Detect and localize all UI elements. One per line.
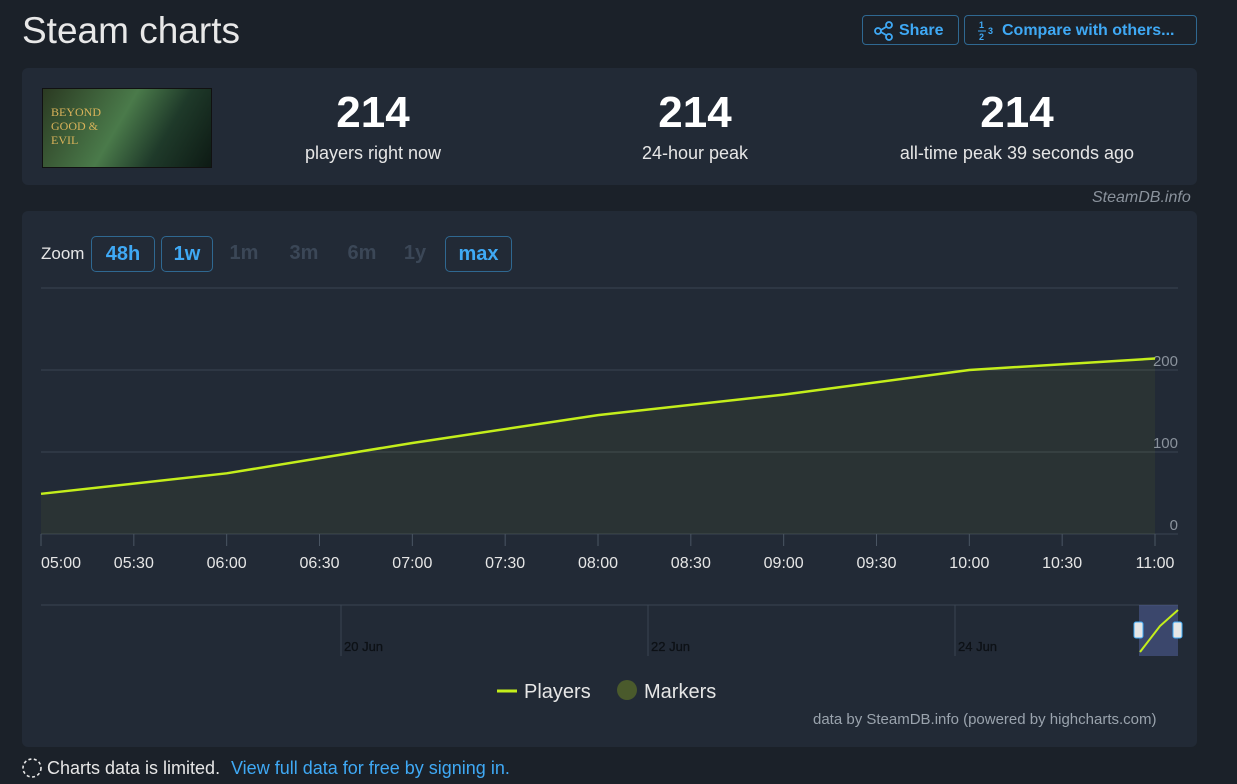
navigator-series (1139, 609, 1179, 653)
stat-value: 214 (336, 88, 410, 137)
x-tick-label: 10:30 (1042, 555, 1082, 572)
x-tick-label: 08:30 (671, 555, 711, 572)
stat-label: 24-hour peak (641, 143, 749, 163)
x-tick-label: 07:00 (392, 555, 432, 572)
legend-swatch (617, 680, 637, 700)
x-tick-label: 07:30 (485, 555, 525, 572)
navigator-label: 24 Jun (958, 639, 997, 654)
legend-label: Players (524, 681, 591, 703)
notice-icon (22, 758, 42, 778)
stat-label: all-time peak 39 seconds ago (899, 143, 1135, 163)
stat-value: 214 (658, 88, 732, 137)
area (41, 358, 1155, 534)
zoom-button[interactable]: 1m (229, 242, 259, 264)
navigator-window (1139, 605, 1178, 656)
notice: Charts data is limited. (47, 758, 221, 778)
zoom-button[interactable]: 1y (403, 242, 427, 264)
share-icon (874, 21, 893, 41)
zoom-label: Zoom (41, 244, 85, 263)
x-tick-label: 09:00 (764, 555, 804, 572)
stat-value: 214 (980, 88, 1054, 137)
x-tick-label: 09:30 (856, 555, 896, 572)
compare-button[interactable]: Compare with others... (964, 15, 1197, 45)
credit: data by SteamDB.info (powered by highcha… (813, 711, 1157, 728)
x-tick-label: 06:30 (299, 555, 339, 572)
x-tick-label: 10:00 (949, 555, 989, 572)
chart-panel (22, 211, 1197, 747)
zoom-button[interactable]: 1w (161, 236, 213, 272)
game-logo: BEYOND GOOD & EVIL (51, 105, 101, 147)
y-tick-label: 200 (1153, 353, 1178, 370)
navigator-label: 20 Jun (344, 639, 383, 654)
legend-label: Markers (644, 681, 716, 703)
x-tick-label: 11:00 (1136, 555, 1175, 572)
navigator-handle (1133, 621, 1144, 639)
game-image[interactable]: BEYOND GOOD & EVIL (42, 88, 212, 168)
page-title: Steam charts (22, 10, 240, 51)
watermark: SteamDB.info (1092, 189, 1191, 206)
x-tick-label: 06:00 (207, 555, 247, 572)
stats-panel (22, 68, 1197, 185)
x-tick-label: 05:00 (41, 555, 81, 572)
x-tick-label: 08:00 (578, 555, 618, 572)
stat-label: players right now (304, 143, 442, 163)
signin-link[interactable]: View full data for free by signing in. (231, 758, 510, 778)
share-button[interactable]: Share (862, 15, 959, 45)
y-tick-label: 0 (1170, 517, 1178, 534)
svg-text:3: 3 (988, 26, 993, 36)
zoom-button[interactable]: max (445, 236, 512, 272)
navigator-handle (1172, 621, 1183, 639)
navigator-label: 22 Jun (651, 639, 690, 654)
zoom-button[interactable]: 3m (289, 242, 319, 264)
y-tick-label: 100 (1153, 435, 1178, 452)
compare-icon: 1 23 (978, 20, 993, 42)
line (40, 357, 1156, 496)
svg-text:2: 2 (979, 32, 984, 42)
svg-text:1: 1 (979, 20, 984, 30)
x-tick-label: 05:30 (114, 555, 154, 572)
zoom-button[interactable]: 6m (347, 242, 377, 264)
zoom-button[interactable]: 48h (91, 236, 155, 272)
